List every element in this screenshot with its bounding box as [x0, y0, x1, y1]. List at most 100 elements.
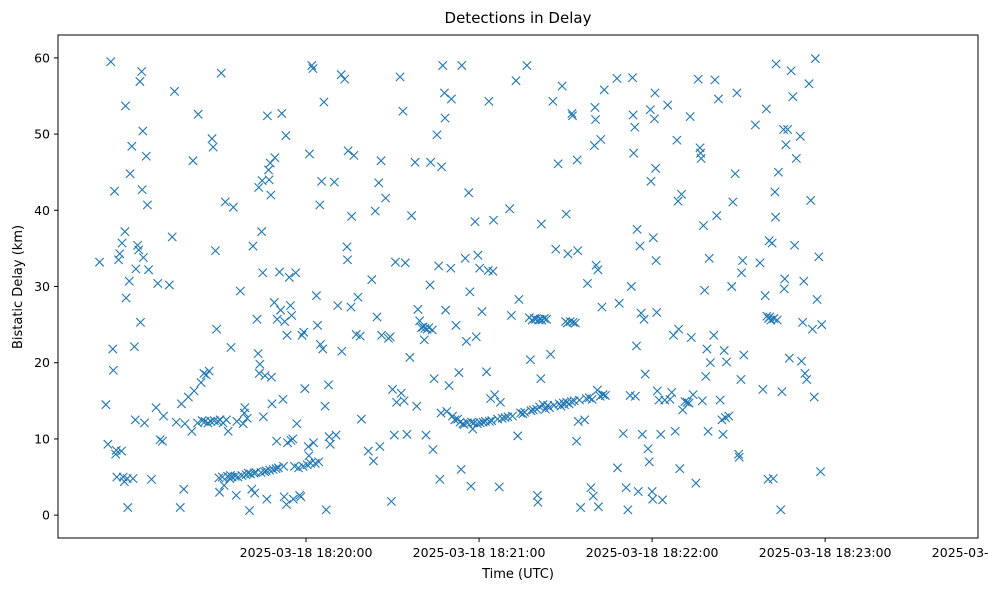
data-point — [391, 397, 402, 407]
data-point — [376, 330, 387, 340]
data-point — [175, 502, 185, 513]
y-tick-label: 60 — [34, 50, 50, 65]
data-point — [795, 131, 805, 141]
data-point — [256, 467, 266, 478]
data-point — [758, 384, 768, 394]
data-point — [276, 305, 286, 315]
data-point — [135, 76, 145, 87]
data-point — [788, 92, 798, 102]
y-tick-label: 10 — [34, 431, 50, 446]
data-point — [676, 189, 687, 199]
data-point — [116, 446, 127, 456]
data-point — [721, 357, 732, 367]
data-point — [621, 483, 631, 493]
data-point — [210, 246, 221, 256]
x-tick-label: 2025-03-18 18:23:00 — [759, 545, 892, 560]
data-point — [201, 370, 211, 380]
data-point — [284, 272, 294, 282]
data-point — [137, 66, 147, 77]
data-point — [650, 163, 661, 173]
data-point — [776, 505, 786, 515]
data-point — [673, 196, 683, 206]
data-point — [500, 412, 510, 423]
data-point — [630, 122, 640, 132]
data-point — [346, 302, 356, 312]
y-tick-label: 0 — [42, 508, 50, 523]
data-point — [810, 54, 820, 64]
data-point — [192, 418, 203, 428]
data-point — [300, 384, 310, 394]
data-point — [342, 242, 352, 252]
data-point — [516, 408, 526, 418]
data-point — [728, 197, 738, 207]
data-point — [488, 215, 499, 225]
data-point — [698, 220, 709, 231]
data-point — [566, 396, 576, 407]
data-point — [684, 398, 694, 408]
data-point — [580, 415, 590, 425]
data-point — [783, 124, 793, 135]
data-point — [454, 368, 464, 378]
data-point — [426, 157, 436, 167]
data-point — [506, 310, 516, 321]
data-point — [272, 436, 282, 446]
data-point — [727, 281, 737, 292]
data-point — [137, 185, 147, 195]
data-point — [750, 120, 760, 130]
data-point — [665, 394, 675, 404]
data-point — [600, 390, 610, 401]
data-point — [629, 148, 639, 158]
data-point — [138, 252, 148, 263]
data-point — [700, 285, 710, 295]
data-point — [724, 411, 734, 421]
data-point — [702, 344, 712, 354]
data-point — [196, 377, 206, 388]
y-tick-label: 50 — [34, 127, 50, 142]
data-point — [786, 66, 796, 76]
data-point — [473, 250, 483, 260]
data-point — [291, 268, 301, 278]
data-point — [557, 81, 567, 91]
data-point — [258, 412, 268, 422]
data-point — [179, 484, 189, 494]
data-point — [349, 150, 359, 161]
data-point — [440, 113, 450, 123]
data-point — [446, 263, 456, 273]
data-point — [670, 426, 680, 436]
data-point — [484, 96, 494, 106]
data-point — [308, 438, 319, 448]
data-point — [303, 441, 313, 452]
data-point — [297, 330, 307, 340]
data-point — [155, 435, 165, 445]
data-point — [356, 414, 366, 424]
data-point — [511, 76, 521, 86]
data-point — [709, 330, 719, 340]
data-point — [127, 141, 137, 151]
x-tick-label: 2025-03-18 18:20:00 — [240, 545, 373, 560]
data-point — [266, 372, 277, 382]
data-point — [755, 258, 765, 268]
data-point — [647, 486, 657, 497]
data-point — [553, 159, 563, 169]
data-point — [139, 418, 150, 428]
data-point — [220, 197, 230, 207]
data-point — [497, 413, 507, 423]
data-point — [533, 497, 543, 507]
data-point — [688, 390, 698, 400]
data-point — [292, 419, 302, 429]
x-axis-label: Time (UTC) — [481, 567, 554, 582]
data-point — [319, 97, 329, 107]
data-point — [271, 464, 281, 474]
data-point — [221, 415, 232, 425]
data-point — [465, 287, 475, 297]
data-point — [169, 86, 180, 96]
data-point — [732, 88, 742, 98]
data-point — [396, 388, 406, 398]
data-point — [631, 341, 642, 351]
x-tick-label: 2025-03-18 18:21:00 — [413, 545, 546, 560]
data-point — [420, 323, 430, 334]
data-point — [514, 294, 524, 305]
data-point — [623, 505, 633, 515]
data-point — [343, 146, 353, 156]
